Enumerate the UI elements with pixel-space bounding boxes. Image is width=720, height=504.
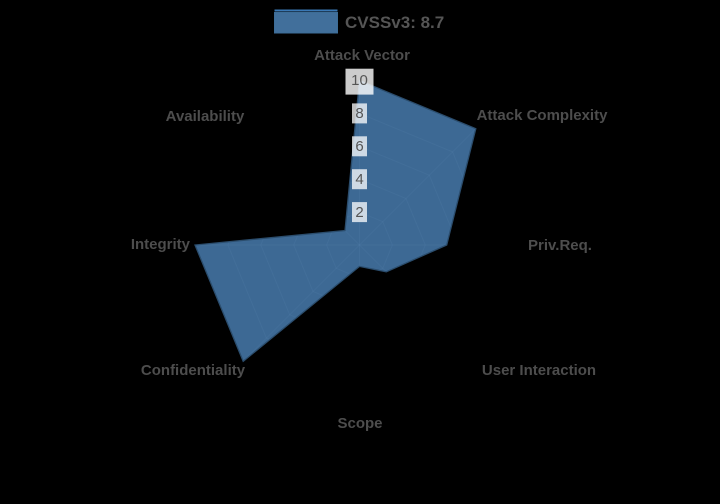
svg-text:Scope: Scope bbox=[337, 415, 382, 432]
svg-text:Attack Vector: Attack Vector bbox=[314, 47, 410, 64]
svg-text:4: 4 bbox=[355, 171, 363, 188]
svg-text:Availability: Availability bbox=[166, 108, 245, 125]
svg-text:Confidentiality: Confidentiality bbox=[141, 362, 246, 379]
svg-text:2: 2 bbox=[355, 204, 363, 221]
svg-text:Integrity: Integrity bbox=[131, 236, 191, 253]
svg-text:CVSSv3: 8.7: CVSSv3: 8.7 bbox=[345, 13, 444, 32]
svg-text:6: 6 bbox=[355, 138, 363, 155]
svg-text:8: 8 bbox=[355, 105, 363, 122]
svg-text:10: 10 bbox=[351, 72, 368, 89]
svg-text:Priv.Req.: Priv.Req. bbox=[528, 237, 592, 254]
svg-text:Attack Complexity: Attack Complexity bbox=[477, 107, 609, 124]
svg-text:User Interaction: User Interaction bbox=[482, 362, 596, 379]
